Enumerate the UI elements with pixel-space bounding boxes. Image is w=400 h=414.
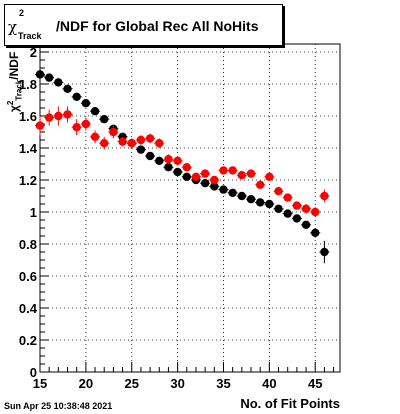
data-point [164,155,173,164]
data-point [109,127,118,137]
data-point [63,110,72,119]
data-point [145,134,155,143]
data-point [136,145,146,154]
y-tick-label: 2 [30,45,37,60]
data-point [283,193,292,202]
data-point [127,139,136,148]
data-point [54,78,63,87]
data-point [44,73,54,82]
data-point [274,204,283,213]
data-point [301,220,311,229]
y-axis-label: χ2Track/NDF [6,52,26,112]
x-tick-label: 35 [216,376,230,391]
data-point [311,228,320,237]
y-tick-label: 1 [30,205,37,220]
data-point [63,84,72,94]
data-point [237,171,247,180]
data-point [118,137,127,146]
data-point [100,115,109,124]
data-point [136,135,146,145]
data-point [301,204,311,213]
data-point [90,132,100,141]
data-point [255,180,265,189]
title-subscript: Track [18,31,42,41]
data-point [72,123,81,132]
data-point [191,172,201,181]
data-point [164,163,173,172]
timestamp: Sun Apr 25 10:38:48 2021 [4,401,113,411]
data-point [155,139,164,148]
data-point [246,169,256,178]
y-tick-label: 1.6 [19,109,37,124]
y-tick-label: 0.8 [19,237,37,252]
y-axis-text: /NDF [7,51,21,80]
data-point [200,179,210,188]
data-point [292,201,302,210]
data-point [145,151,155,161]
data-point [228,166,237,175]
y-tick-label: 1.8 [19,77,37,92]
data-point [100,139,109,148]
x-axis-label: No. of Fit Points [240,396,340,411]
y-tick-label: 1.4 [19,141,38,156]
y-tick-label: 0.6 [19,269,37,284]
x-tick-label: 25 [125,376,139,391]
data-point [265,172,274,181]
data-point [54,111,63,121]
chart-title: /NDF for Global Rec All NoHits [56,18,259,34]
data-point [320,191,329,201]
y-axis-superscript: 2 [6,100,15,106]
x-tick-label: 15 [33,376,47,391]
x-tick-label: 45 [308,376,322,391]
data-point [182,163,191,172]
data-point [292,214,302,223]
data-point [200,169,210,178]
data-point [255,198,265,207]
title-box: χ 2 Track /NDF for Global Rec All NoHits [4,4,283,46]
y-tick-label: 0.2 [19,333,37,348]
data-point [219,185,228,194]
x-tick-label: 40 [262,376,276,391]
x-tick-label: 20 [79,376,93,391]
data-point [246,195,256,204]
data-point [35,121,45,130]
y-axis-symbol: χ [7,105,21,112]
x-tick-label: 30 [170,376,184,391]
data-point [210,182,219,191]
data-point [311,207,320,217]
y-tick-label: 0 [30,365,37,380]
data-point [210,175,219,185]
data-point [90,107,100,116]
data-point [72,92,81,102]
data-point [173,156,182,165]
data-points [35,70,330,264]
title-superscript: 2 [19,8,25,18]
data-point [155,156,164,165]
data-point [35,70,45,79]
data-point [173,167,182,177]
data-point [81,119,91,129]
data-point [182,172,191,181]
y-axis-subscript: Track [14,79,24,101]
data-point [274,187,283,196]
data-point [81,99,91,108]
y-tick-label: 1.2 [19,173,37,188]
tick-labels: 15 20 25 30 35 40 45 0 0.2 0.4 0.6 0.8 1 1.2 1.4 1.6 1.8… [19,45,323,391]
y-tick-label: 0.4 [19,301,38,316]
data-point [320,247,329,257]
data-point [228,188,237,197]
data-point [265,199,274,209]
data-point [283,209,292,218]
axis-ticks [39,51,335,373]
data-point [219,166,228,175]
data-point [44,113,54,122]
title-chi-symbol: χ [8,18,18,36]
data-point [237,191,247,201]
